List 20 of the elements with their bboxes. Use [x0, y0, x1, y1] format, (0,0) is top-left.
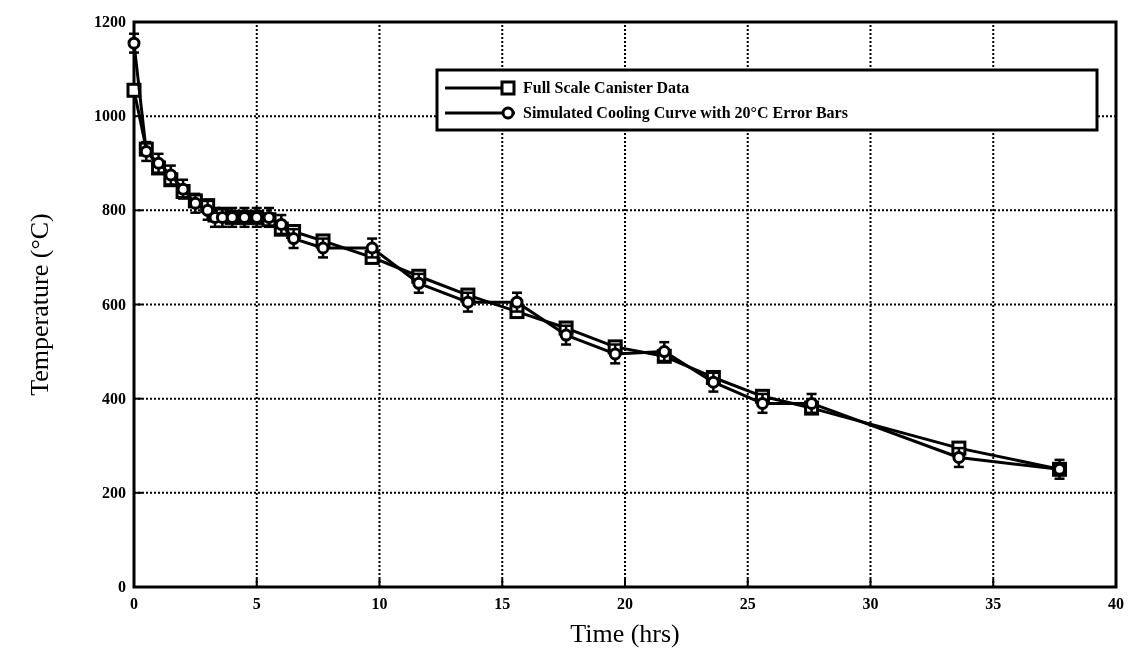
x-tick-label: 20: [617, 595, 633, 612]
x-tick-label: 5: [252, 595, 261, 612]
y-axis-title: Temperature (°C): [25, 213, 54, 396]
legend-label: Full Scale Canister Data: [523, 79, 690, 96]
legend-label: Simulated Cooling Curve with 20°C Error Bars: [523, 104, 848, 122]
y-tick-label: 800: [102, 201, 126, 219]
y-tick-label: 600: [102, 295, 126, 313]
x-tick-label: 25: [739, 595, 756, 612]
y-tick-label: 0: [118, 578, 126, 595]
x-tick-label: 15: [494, 595, 511, 612]
x-tick-label: 30: [862, 595, 879, 612]
x-tick-label: 40: [1108, 595, 1124, 612]
x-tick-label: 0: [130, 595, 138, 612]
x-tick-label: 10: [371, 595, 388, 612]
y-tick-label: 1000: [94, 107, 126, 125]
x-axis-title: Time (hrs): [570, 619, 680, 648]
x-tick-label: 35: [985, 595, 1002, 612]
y-tick-label: 1200: [94, 13, 126, 30]
y-tick-label: 400: [102, 389, 126, 407]
y-tick-label: 200: [102, 483, 126, 501]
